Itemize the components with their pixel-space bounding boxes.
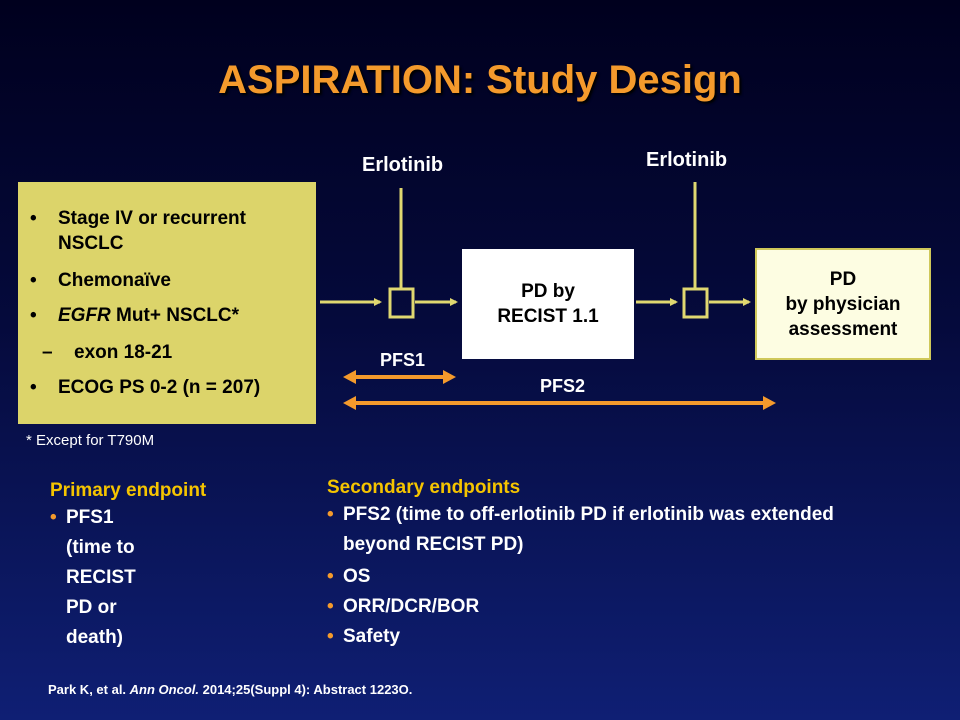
- eligibility-criteria-box: • Stage IV or recurrent NSCLC • Chemonaïv…: [18, 182, 316, 424]
- primary-endpoint-heading: Primary endpoint: [50, 480, 207, 501]
- pd-physician-line2: by physician: [785, 293, 901, 315]
- pfs1-label: PFS1: [380, 350, 426, 370]
- treatment-square-1: [388, 287, 415, 319]
- pd-physician-box: PD by physician assessment: [755, 248, 931, 360]
- slide-title: ASPIRATION: Study Design: [218, 58, 742, 102]
- pd-physician-line1: PD: [829, 268, 857, 290]
- footnote: * Except for T790M: [26, 432, 155, 449]
- pd-recist-line2: RECIST 1.1: [497, 306, 599, 327]
- pd-physician-line3: assessment: [788, 318, 898, 340]
- pfs2-label: PFS2: [540, 376, 586, 396]
- erlotinib-label-2: Erlotinib: [646, 149, 728, 171]
- secondary-endpoints-heading: Secondary endpoints: [327, 477, 521, 498]
- pfs1-arrow: [343, 370, 456, 384]
- pd-recist-line1: PD by: [521, 281, 575, 302]
- pfs2-arrow: [343, 396, 776, 410]
- citation: Park K, et al. Ann Oncol. 2014;25(Suppl …: [48, 682, 413, 697]
- treatment-square-2: [682, 287, 709, 319]
- pd-recist-box: PD by RECIST 1.1: [462, 249, 634, 359]
- erlotinib-label-1: Erlotinib: [362, 154, 444, 176]
